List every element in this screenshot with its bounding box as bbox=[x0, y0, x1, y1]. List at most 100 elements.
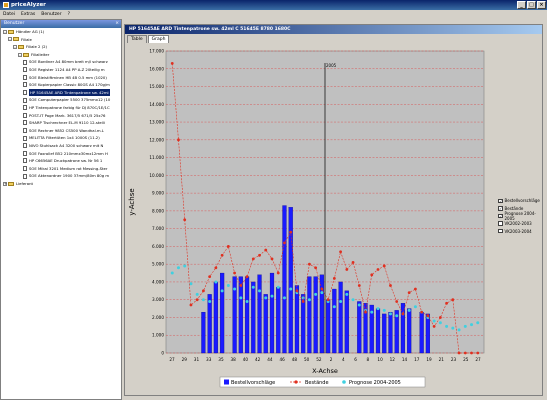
x-tick-label: 25 bbox=[463, 357, 469, 362]
tree-panel: Benutzer × - Händler AG (1) - Filiale - Filia… bbox=[0, 19, 122, 400]
bar bbox=[276, 287, 281, 354]
bestaende-point bbox=[445, 301, 448, 305]
bar bbox=[326, 299, 331, 354]
bar bbox=[344, 290, 349, 354]
tree-close-icon[interactable]: × bbox=[115, 21, 119, 26]
minimize-button[interactable]: _ bbox=[517, 1, 526, 9]
tree-item[interactable]: SOE Register 1124 A4 PP A-Z 20teilig m bbox=[1, 66, 121, 74]
series-toggle-label: Prognose 2004-2005 bbox=[504, 210, 536, 221]
bestaende-point bbox=[345, 268, 349, 271]
chart-svg: 0 1.000 2.000 3.000 4.000 5.000 6.000 7.000 8.00… bbox=[128, 49, 485, 388]
series-checkbox[interactable] bbox=[498, 221, 503, 226]
series-checkbox[interactable]: ✓ bbox=[498, 206, 503, 212]
tree-item[interactable]: NIVO Stuhlsack A4 3200 schwarz mit N bbox=[1, 142, 121, 150]
bar bbox=[369, 304, 374, 354]
document-icon bbox=[23, 105, 27, 111]
tree-expander-icon[interactable]: + bbox=[3, 181, 7, 186]
series-toggle[interactable]: VK2003-2004 bbox=[498, 227, 542, 235]
series-toggle[interactable]: ✓ Prognose 2004-2005 bbox=[498, 210, 542, 221]
tree-item[interactable]: MELITTA Filtertüten 1x4 1000S (11.2) bbox=[1, 134, 121, 142]
bar bbox=[313, 276, 318, 354]
bestaende-point bbox=[457, 351, 461, 355]
prognose-point bbox=[183, 264, 187, 268]
x-tick-label: 50 bbox=[304, 357, 310, 362]
bestaende-point bbox=[420, 310, 424, 314]
bar bbox=[232, 276, 237, 354]
bar bbox=[263, 294, 268, 354]
app-icon bbox=[3, 2, 9, 8]
tree-expander-icon[interactable]: - bbox=[3, 29, 7, 34]
prognose-point bbox=[451, 326, 455, 330]
tree-item[interactable]: SOE Bleistiftminen HB 4B 0.5 mm (1020) bbox=[1, 74, 121, 82]
series-checkbox[interactable]: ✓ bbox=[498, 198, 503, 204]
tab-table[interactable]: Table bbox=[127, 35, 147, 43]
bestaende-point bbox=[202, 289, 205, 293]
menu-benutzer[interactable]: Benutzer bbox=[41, 11, 62, 17]
tree-item[interactable]: SOE Rechner 9852 CS500 Wandhal.m.L bbox=[1, 127, 121, 135]
tree-item[interactable]: SHARP Tischrechner EL-M 9110 12-stelli bbox=[1, 119, 121, 127]
tree-item[interactable]: HP Tintenpatrone farbig für DJ 870C/1E/1… bbox=[1, 104, 121, 112]
year-marker-label: 2005 bbox=[326, 63, 337, 68]
tree-item[interactable]: - Händler AG (1) bbox=[1, 28, 121, 36]
document-icon bbox=[23, 135, 27, 141]
tree-item[interactable]: SOE Kopierpapier Classic 80GS A4 170g/m bbox=[1, 81, 121, 89]
maximize-button[interactable]: □ bbox=[527, 1, 536, 9]
bestaende-point bbox=[395, 300, 399, 303]
tree-item[interactable]: HP 51645AE ARD Tintenpatrone sw. 42ml bbox=[1, 88, 121, 97]
document-icon bbox=[23, 97, 27, 103]
tree-item[interactable]: POST-IT Page Mark. 3617/5 671/5 25x76 bbox=[1, 112, 121, 120]
document-icon bbox=[23, 158, 27, 164]
y-tick-label: 6.000 bbox=[152, 244, 164, 249]
bestaende-point bbox=[326, 298, 330, 302]
legend-swatch-scatter bbox=[342, 380, 346, 384]
tree-item[interactable]: SOE Computerpapier 5500 375mmx12 (10 bbox=[1, 96, 121, 104]
series-toggle[interactable]: VK2002-2003 bbox=[498, 220, 542, 228]
tree-item[interactable]: + Lieferant bbox=[1, 180, 121, 188]
tree-item-label: HP Tintenpatrone farbig für DJ 870C/1E/1… bbox=[29, 104, 110, 110]
tree-expander-icon[interactable]: - bbox=[13, 44, 17, 49]
tree-item[interactable]: SOE Mikal 3201 Medium rot Messing-Ster bbox=[1, 165, 121, 173]
bar bbox=[425, 313, 430, 354]
y-tick-label: 8.000 bbox=[152, 208, 164, 213]
legend-label: Bestände bbox=[305, 380, 329, 386]
tab-graph[interactable]: Graph bbox=[147, 35, 170, 43]
bestaende-point bbox=[339, 250, 342, 254]
tree-item[interactable]: SOE Faxrollef B52 210mmx30mx12mm H bbox=[1, 150, 121, 158]
prognose-point bbox=[251, 285, 255, 289]
y-tick-label: 2.000 bbox=[152, 315, 164, 320]
folder-icon bbox=[18, 44, 24, 49]
x-tick-label: 21 bbox=[439, 357, 445, 362]
legend-label: Prognose 2004-2005 bbox=[349, 380, 401, 386]
y-tick-label: 10.000 bbox=[149, 173, 164, 178]
app-titlebar: priceAlyzer _ □ × bbox=[0, 0, 547, 10]
tree-expander-icon[interactable]: - bbox=[18, 52, 22, 57]
tree-expander-icon[interactable]: - bbox=[8, 37, 12, 42]
x-tick-label: 17 bbox=[414, 357, 420, 362]
tree-item[interactable]: HP C6656AE Druckpatrone sw. Nr 56 1 bbox=[1, 157, 121, 165]
menu-help[interactable]: ? bbox=[67, 11, 70, 17]
series-checkbox[interactable]: ✓ bbox=[498, 213, 503, 219]
bar bbox=[407, 308, 412, 354]
tree-item[interactable]: - Filialleiter bbox=[1, 51, 121, 59]
series-checkbox[interactable] bbox=[498, 228, 503, 234]
tree-item[interactable]: SOE Aktenordner 1900 37mm/80m 80g m bbox=[1, 172, 121, 180]
menu-datei[interactable]: Datei bbox=[3, 11, 16, 17]
bar bbox=[282, 205, 287, 354]
series-toggle[interactable]: ✓ Bestellvorschläge bbox=[498, 197, 542, 205]
tree-item[interactable]: - Filiale 2 (2) bbox=[1, 43, 121, 51]
x-tick-label: 42 bbox=[255, 357, 261, 362]
menu-extras[interactable]: Extras bbox=[21, 11, 36, 17]
close-button[interactable]: × bbox=[537, 1, 546, 9]
bestaende-point bbox=[401, 312, 405, 316]
y-tick-label: 9.000 bbox=[152, 191, 164, 196]
prognose-point bbox=[220, 289, 224, 293]
chart-window-titlebar: HP 51645AE ARD Tintenpatrone sw. 42ml C … bbox=[125, 25, 542, 34]
folder-icon bbox=[23, 52, 29, 57]
tree-item-label: Händler AG (1) bbox=[16, 29, 45, 34]
series-toggle[interactable]: ✓ Bestände bbox=[498, 205, 542, 213]
prognose-point bbox=[314, 292, 318, 296]
tree-item[interactable]: - Filiale bbox=[1, 36, 121, 44]
prognose-point bbox=[289, 287, 293, 291]
tree-item[interactable]: SOE Bordiner A4 80mm breit m/l schwarz bbox=[1, 58, 121, 66]
document-icon bbox=[23, 90, 27, 96]
